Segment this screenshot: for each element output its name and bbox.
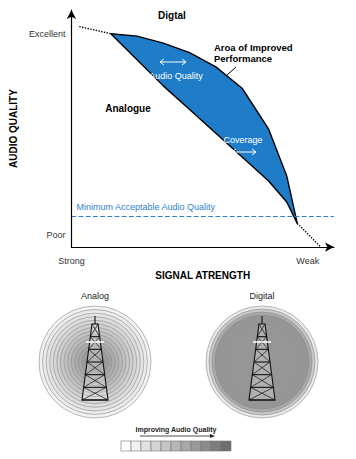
svg-text:Audio Quality: Audio Quality (149, 71, 203, 81)
svg-text:Aroa of Improved: Aroa of Improved (214, 42, 295, 53)
svg-text:Coverage: Coverage (223, 135, 262, 145)
svg-text:Improving Audio Quality: Improving Audio Quality (135, 426, 216, 434)
svg-text:Minimum Acceptable Audio Quali: Minimum Acceptable Audio Quality (76, 202, 215, 212)
svg-text:Analog: Analog (81, 291, 109, 301)
svg-text:Digital: Digital (249, 291, 274, 301)
svg-text:AUDIO QUALITY: AUDIO QUALITY (8, 89, 19, 168)
svg-text:Digtal: Digtal (158, 10, 186, 21)
svg-text:SIGNAL ATRENGTH: SIGNAL ATRENGTH (155, 270, 250, 281)
svg-text:Excellent: Excellent (29, 29, 66, 39)
svg-text:Analogue: Analogue (105, 103, 151, 114)
svg-text:Performance: Performance (214, 53, 272, 64)
svg-text:Weak: Weak (296, 256, 319, 266)
svg-text:Poor: Poor (46, 230, 65, 240)
svg-text:Strong: Strong (58, 256, 85, 266)
